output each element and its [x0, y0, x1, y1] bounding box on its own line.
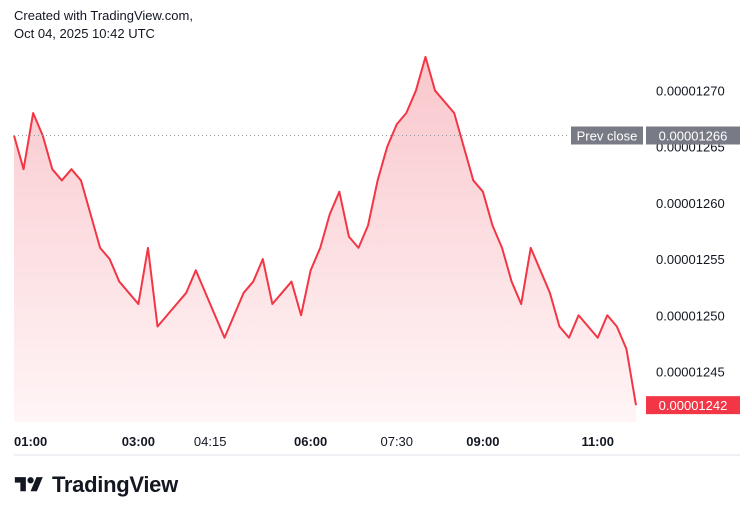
last-price-value: 0.00001242 [659, 398, 728, 413]
tradingview-logo-icon [14, 477, 43, 492]
last-price-badge [646, 396, 740, 415]
snapshot-timestamp: Oct 04, 2025 10:42 UTC [14, 26, 155, 41]
x-tick-label: 06:00 [294, 434, 327, 449]
created-with-text: Created with TradingView.com, [14, 8, 193, 23]
tradingview-logo[interactable]: TradingView [14, 472, 178, 498]
price-area-fill [14, 56, 636, 423]
x-tick-label: 03:00 [122, 434, 155, 449]
prev-close-badge [571, 126, 643, 145]
prev-close-value-badge [646, 126, 740, 145]
x-tick-label: 09:00 [466, 434, 499, 449]
y-tick-label: 0.00001255 [656, 252, 725, 267]
y-tick-label: 0.00001245 [656, 364, 725, 379]
y-tick-label: 0.00001270 [656, 84, 725, 99]
prev-close-label: Prev close [577, 129, 638, 144]
prev-close-value: 0.00001266 [659, 129, 728, 144]
y-tick-label: 0.00001260 [656, 196, 725, 211]
chart-watermark-header: Created with TradingView.com, Oct 04, 20… [14, 7, 193, 43]
x-tick-label: 04:15 [194, 434, 227, 449]
x-tick-label: 07:30 [380, 434, 413, 449]
x-tick-label: 11:00 [581, 434, 614, 449]
x-tick-label: 01:00 [14, 434, 47, 449]
y-tick-label: 0.00001250 [656, 308, 725, 323]
tradingview-wordmark: TradingView [52, 472, 178, 497]
price-line [13, 55, 637, 406]
